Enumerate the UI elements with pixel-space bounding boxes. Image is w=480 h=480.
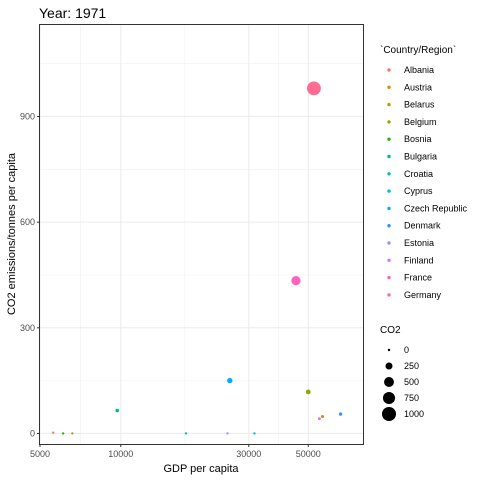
data-point-germany (306, 81, 321, 96)
data-point-cyprus (253, 432, 256, 435)
legend-key-france (387, 275, 391, 280)
size-legend-key (387, 348, 391, 352)
legend-label-denmark: Denmark (404, 221, 441, 231)
legend-key-finland (387, 258, 391, 262)
axes-layer: 5000 10000 30000 50000 0 300 600 900 (20, 112, 321, 459)
size-legend-label: 0 (404, 345, 409, 355)
y-tick-label: 0 (30, 428, 35, 438)
data-point-belgium (305, 389, 311, 395)
legend-label-france: France (404, 273, 432, 283)
legend-label-belarus: Belarus (404, 100, 435, 110)
legend-key-bulgaria (387, 154, 391, 159)
legend-label-bosnia: Bosnia (404, 134, 432, 144)
size-legend-label: 250 (404, 361, 419, 371)
x-tick-label: 10000 (108, 449, 133, 459)
legend-label-austria: Austria (404, 82, 432, 92)
legend-key-croatia (387, 172, 391, 176)
plot-panel-border (39, 24, 364, 445)
x-tick-label: 50000 (296, 449, 321, 459)
data-point-france (291, 276, 301, 286)
size-legend-title: CO2 (380, 325, 401, 336)
y-tick-label: 600 (20, 217, 35, 227)
data-point-bosnia (61, 432, 65, 435)
data-point-belarus (71, 432, 74, 435)
data-point-albania (52, 431, 55, 434)
legend-key-denmark (387, 224, 391, 228)
size-legend-label: 1000 (404, 409, 424, 419)
data-point-estonia (226, 432, 229, 435)
data-point-czech-republic (227, 377, 233, 384)
size-legend-label: 750 (404, 393, 419, 403)
legend-label-czech-republic: Czech Republic (404, 203, 468, 213)
legend-label-croatia: Croatia (404, 169, 433, 179)
size-legend-key (382, 391, 396, 405)
legend-key-germany (387, 293, 391, 297)
legend-label-bulgaria: Bulgaria (404, 152, 437, 162)
x-tick-label: 5000 (30, 449, 50, 459)
data-point-austria (320, 415, 325, 419)
x-tick-label: 30000 (236, 449, 261, 459)
legend-label-germany: Germany (404, 290, 442, 300)
data-point-denmark (338, 412, 343, 416)
y-tick-label: 300 (20, 323, 35, 333)
size-legend-key (385, 362, 393, 370)
legend-key-albania (387, 68, 391, 72)
legend-key-cyprus (387, 189, 391, 193)
legend-label-estonia: Estonia (404, 238, 434, 248)
x-axis-title: GDP per capita (163, 463, 239, 475)
y-axis-title: CO2 emissions/tonnes per capita (6, 152, 18, 315)
legend-key-estonia (387, 241, 391, 245)
legend-key-belarus (387, 102, 391, 107)
legend-label-belgium: Belgium (404, 117, 437, 127)
legend-key-czech-republic (387, 206, 391, 211)
size-legend-key (382, 407, 396, 421)
legend-key-belgium (387, 120, 391, 124)
legend-label-cyprus: Cyprus (404, 186, 433, 196)
data-point-croatia (184, 432, 188, 435)
size-legend-label: 500 (404, 377, 419, 387)
points-layer (52, 81, 343, 435)
legend-key-austria (387, 85, 391, 90)
data-point-finland (317, 417, 321, 421)
plot-title: Year: 1971 (39, 5, 106, 21)
y-tick-label: 900 (20, 112, 35, 122)
legend-label-albania: Albania (404, 65, 434, 75)
legend-label-finland: Finland (404, 255, 434, 265)
color-legend-title: `Country/Region` (380, 44, 456, 56)
size-legend-key (384, 377, 394, 387)
legend-layer: `Country/Region` CO2 Albania Austria Belar… (380, 44, 468, 421)
data-point-bulgaria (115, 408, 119, 413)
legend-key-bosnia (387, 137, 391, 141)
